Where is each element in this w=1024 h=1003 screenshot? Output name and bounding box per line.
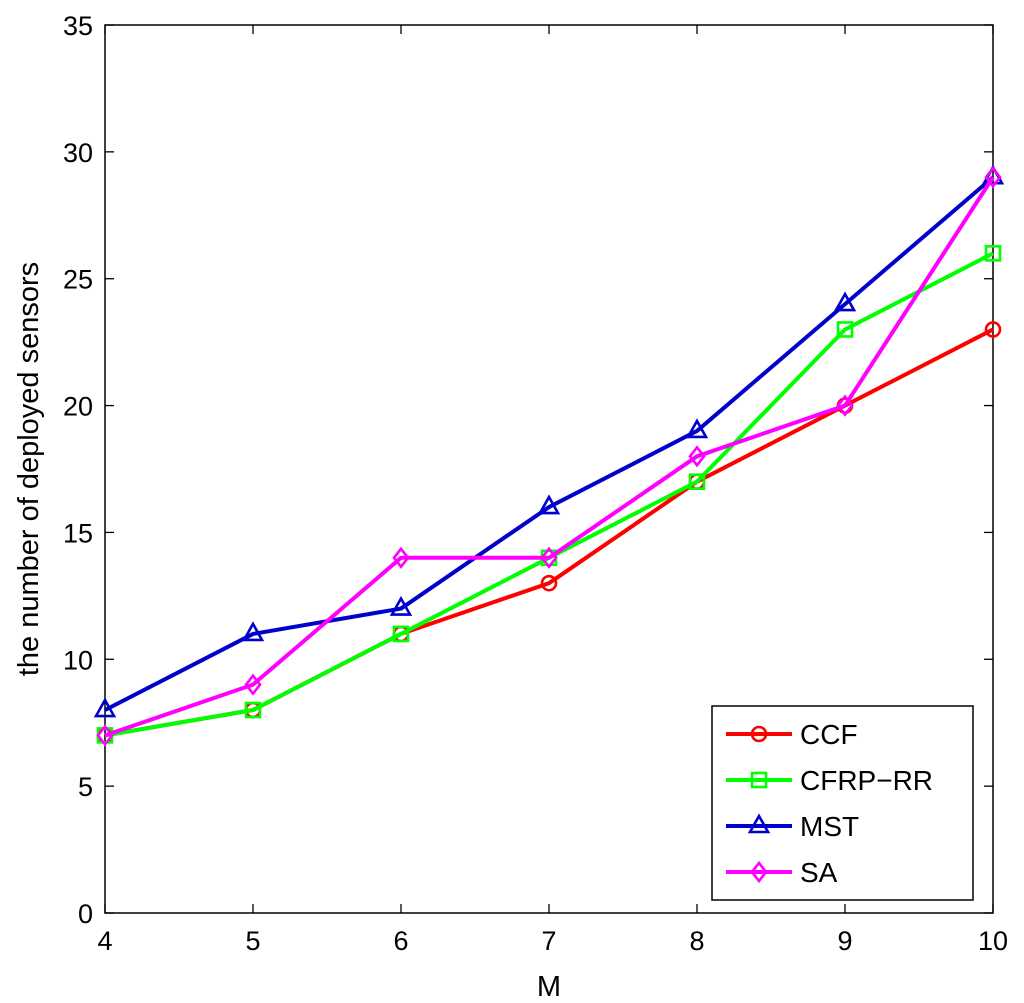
x-tick-label: 7 bbox=[541, 926, 556, 956]
y-axis-title: the number of deployed sensors bbox=[13, 262, 45, 676]
data-point-mst bbox=[833, 291, 857, 312]
data-point-sa bbox=[836, 394, 854, 417]
series-sa bbox=[96, 166, 1002, 747]
series-mst bbox=[93, 164, 1005, 718]
x-tick-label: 5 bbox=[245, 926, 260, 956]
legend-swatch-marker bbox=[750, 860, 768, 884]
legend-swatch-marker bbox=[750, 725, 768, 743]
x-tick-label: 4 bbox=[97, 926, 112, 956]
y-tick-label: 10 bbox=[63, 645, 93, 675]
x-axis-title: M bbox=[537, 971, 561, 1003]
x-tick-label: 8 bbox=[689, 926, 704, 956]
data-point-sa bbox=[984, 166, 1002, 189]
data-point-mst bbox=[241, 621, 265, 642]
y-tick-label: 25 bbox=[63, 265, 93, 295]
legend-item-sa: SA bbox=[726, 857, 838, 888]
legend-label: SA bbox=[800, 857, 838, 888]
data-point-mst bbox=[685, 418, 709, 439]
data-point-sa bbox=[392, 546, 410, 569]
data-point-mst bbox=[389, 595, 413, 616]
y-tick-label: 20 bbox=[63, 392, 93, 422]
data-point-mst bbox=[537, 494, 561, 515]
series-line-sa bbox=[104, 176, 995, 738]
data-point-cfrp-rr bbox=[244, 701, 262, 719]
legend: CCF CFRP−RR MST SA bbox=[711, 705, 974, 901]
data-point-sa bbox=[96, 724, 114, 747]
data-point-cfrp-rr bbox=[836, 321, 854, 338]
y-tick-label: 15 bbox=[63, 518, 93, 548]
data-point-cfrp-rr bbox=[392, 625, 410, 643]
y-tick-label: 5 bbox=[78, 772, 93, 802]
legend-item-ccf: CCF bbox=[726, 719, 858, 750]
legend-label: MST bbox=[800, 811, 859, 842]
data-point-mst bbox=[93, 697, 117, 718]
y-tick-label: 35 bbox=[63, 11, 93, 41]
x-axis: 4 5 6 7 8 9 10 bbox=[97, 25, 1008, 956]
legend-label: CFRP−RR bbox=[800, 765, 933, 796]
data-point-cfrp-rr bbox=[688, 473, 706, 490]
legend-label: CCF bbox=[800, 719, 858, 750]
y-tick-label: 30 bbox=[63, 138, 93, 168]
legend-swatch-marker bbox=[750, 771, 768, 789]
data-point-ccf bbox=[540, 574, 558, 592]
legend-item-cfrp-rr: CFRP−RR bbox=[726, 765, 933, 796]
data-point-ccf bbox=[984, 321, 1002, 338]
x-tick-label: 6 bbox=[393, 926, 408, 956]
data-point-cfrp-rr bbox=[984, 245, 1002, 262]
legend-item-mst: MST bbox=[726, 811, 859, 842]
data-point-sa bbox=[244, 673, 262, 696]
x-tick-label: 10 bbox=[978, 926, 1008, 956]
y-tick-label: 0 bbox=[78, 899, 93, 929]
series-layer bbox=[93, 164, 1005, 747]
legend-swatch-marker bbox=[747, 813, 771, 834]
x-tick-label: 9 bbox=[837, 926, 852, 956]
y-axis: 0 5 10 15 20 25 30 35 bbox=[63, 11, 993, 929]
data-point-sa bbox=[688, 445, 706, 468]
data-point-sa bbox=[540, 546, 558, 569]
series-line-mst bbox=[104, 175, 995, 712]
